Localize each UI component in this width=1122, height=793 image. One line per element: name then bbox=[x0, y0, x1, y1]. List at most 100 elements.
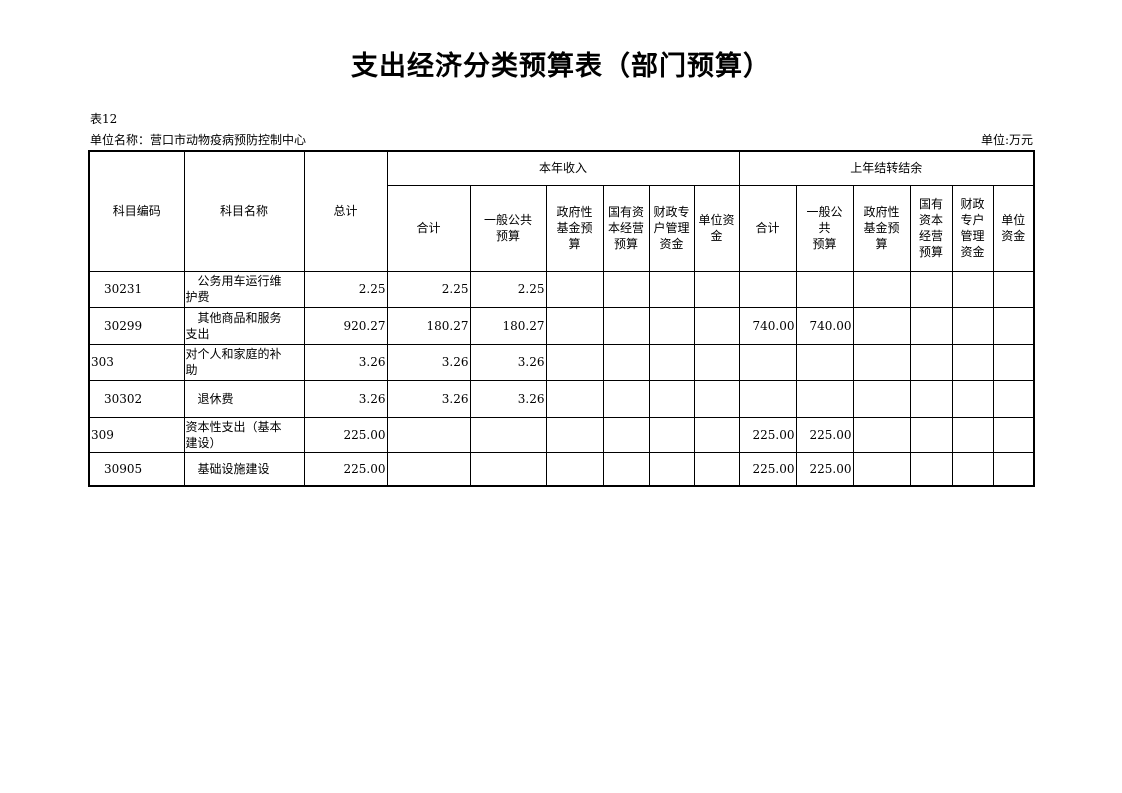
row-value bbox=[693, 379, 740, 418]
subheader-carry-4: 财政 专户 管理 资金 bbox=[951, 184, 994, 272]
row-value bbox=[951, 451, 994, 487]
row-value bbox=[469, 416, 547, 453]
row-value bbox=[545, 270, 604, 308]
row-value: 225.00 bbox=[795, 451, 854, 487]
header-total: 总计 bbox=[303, 150, 388, 272]
subheader-carry-1: 一般公 共 预算 bbox=[795, 184, 854, 272]
row-value bbox=[602, 379, 650, 418]
row-value bbox=[386, 416, 471, 453]
row-value bbox=[795, 270, 854, 308]
row-value bbox=[852, 416, 911, 453]
row-code: 30302 bbox=[88, 379, 185, 418]
row-value bbox=[545, 379, 604, 418]
header-code: 科目编码 bbox=[88, 150, 185, 272]
row-value: 225.00 bbox=[303, 416, 388, 453]
table-row: 30302 退休费 3.26 3.26 3.26 bbox=[88, 379, 1035, 418]
row-value bbox=[693, 306, 740, 345]
row-value bbox=[648, 451, 695, 487]
row-value bbox=[951, 270, 994, 308]
row-value bbox=[909, 416, 953, 453]
subheader-current-5: 单位资 金 bbox=[693, 184, 740, 272]
row-value bbox=[738, 379, 797, 418]
row-value bbox=[545, 416, 604, 453]
row-value bbox=[852, 306, 911, 345]
table-number: 表12 bbox=[90, 112, 118, 126]
row-value bbox=[602, 306, 650, 345]
row-code: 303 bbox=[88, 343, 185, 381]
row-value: 3.26 bbox=[303, 343, 388, 381]
row-value bbox=[693, 270, 740, 308]
row-value: 3.26 bbox=[386, 343, 471, 381]
row-value bbox=[469, 451, 547, 487]
row-value: 180.27 bbox=[386, 306, 471, 345]
row-value: 225.00 bbox=[738, 451, 797, 487]
table-row: 30905 基础设施建设 225.00 225.00 225.00 bbox=[88, 451, 1035, 487]
row-value bbox=[852, 379, 911, 418]
row-value bbox=[992, 451, 1035, 487]
row-code: 30299 bbox=[88, 306, 185, 345]
unit-name: 单位名称：营口市动物疫病预防控制中心 bbox=[90, 133, 307, 147]
row-value bbox=[852, 343, 911, 381]
row-value bbox=[992, 306, 1035, 345]
subheader-carry-3: 国有 资本 经营 预算 bbox=[909, 184, 953, 272]
row-value bbox=[909, 306, 953, 345]
row-value: 180.27 bbox=[469, 306, 547, 345]
row-value: 3.26 bbox=[469, 379, 547, 418]
page-title: 支出经济分类预算表（部门预算） bbox=[351, 51, 771, 82]
row-name: 基础设施建设 bbox=[183, 451, 305, 487]
row-value bbox=[648, 306, 695, 345]
row-value bbox=[852, 451, 911, 487]
row-value bbox=[545, 343, 604, 381]
row-value bbox=[545, 451, 604, 487]
row-name: 退休费 bbox=[183, 379, 305, 418]
subheader-current-4: 财政专 户管理 资金 bbox=[648, 184, 695, 272]
row-value: 3.26 bbox=[303, 379, 388, 418]
row-value: 225.00 bbox=[738, 416, 797, 453]
table-row: 303 对个人和家庭的补 助 3.26 3.26 3.26 bbox=[88, 343, 1035, 381]
row-value bbox=[909, 379, 953, 418]
subheader-current-3: 国有资 本经营 预算 bbox=[602, 184, 650, 272]
table-row: 30231 公务用车运行维 护费 2.25 2.25 2.25 bbox=[88, 270, 1035, 308]
row-value bbox=[693, 451, 740, 487]
row-value: 2.25 bbox=[469, 270, 547, 308]
subheader-carry-2: 政府性 基金预 算 bbox=[852, 184, 911, 272]
row-value bbox=[951, 306, 994, 345]
row-value bbox=[602, 416, 650, 453]
header-current-year: 本年收入 bbox=[386, 150, 740, 186]
row-value: 3.26 bbox=[469, 343, 547, 381]
row-value: 2.25 bbox=[386, 270, 471, 308]
subheader-carry-5: 单位 资金 bbox=[992, 184, 1035, 272]
row-value: 225.00 bbox=[795, 416, 854, 453]
row-value: 3.26 bbox=[386, 379, 471, 418]
row-name: 资本性支出（基本 建设） bbox=[183, 416, 305, 453]
row-value: 740.00 bbox=[795, 306, 854, 345]
row-value bbox=[386, 451, 471, 487]
row-value bbox=[992, 343, 1035, 381]
row-value bbox=[992, 270, 1035, 308]
row-value bbox=[693, 343, 740, 381]
row-value bbox=[909, 451, 953, 487]
row-value bbox=[909, 270, 953, 308]
header-carry-over: 上年结转结余 bbox=[738, 150, 1035, 186]
row-value bbox=[602, 270, 650, 308]
row-value bbox=[795, 343, 854, 381]
row-value bbox=[648, 416, 695, 453]
row-code: 30905 bbox=[88, 451, 185, 487]
table-row: 30299 其他商品和服务 支出 920.27 180.27 180.27 740.00… bbox=[88, 306, 1035, 345]
row-value bbox=[648, 343, 695, 381]
row-name: 对个人和家庭的补 助 bbox=[183, 343, 305, 381]
row-value bbox=[992, 416, 1035, 453]
row-value bbox=[951, 343, 994, 381]
row-name: 公务用车运行维 护费 bbox=[183, 270, 305, 308]
row-value: 2.25 bbox=[303, 270, 388, 308]
row-value bbox=[602, 343, 650, 381]
budget-table: 科目编码 科目名称 总计 本年收入 上年结转结余 合计 一般公共 预算 政府性 基金… bbox=[88, 150, 1036, 487]
row-value bbox=[693, 416, 740, 453]
subheader-current-2: 政府性 基金预 算 bbox=[545, 184, 604, 272]
row-value bbox=[602, 451, 650, 487]
row-value bbox=[648, 270, 695, 308]
row-value bbox=[738, 343, 797, 381]
subheader-current-1: 一般公共 预算 bbox=[469, 184, 547, 272]
row-value bbox=[795, 379, 854, 418]
row-value bbox=[738, 270, 797, 308]
